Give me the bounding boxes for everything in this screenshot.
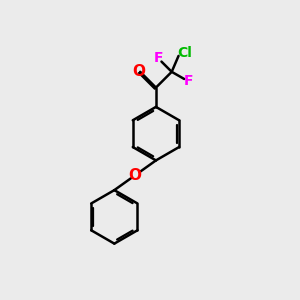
Text: Cl: Cl — [177, 46, 192, 60]
Text: F: F — [154, 51, 163, 65]
Text: O: O — [129, 168, 142, 183]
Text: F: F — [184, 74, 194, 88]
Text: O: O — [132, 64, 145, 79]
